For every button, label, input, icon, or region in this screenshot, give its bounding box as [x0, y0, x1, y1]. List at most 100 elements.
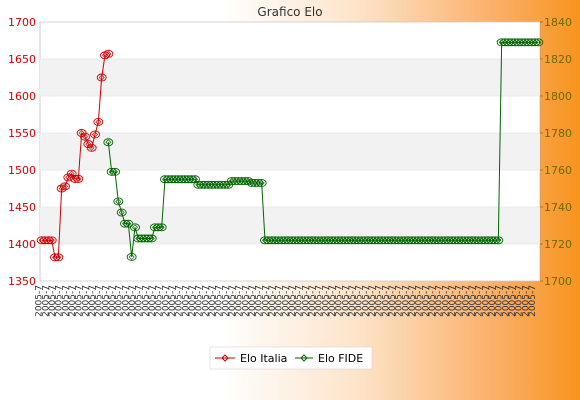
data-point-italia	[60, 182, 70, 191]
data-marker-fide	[115, 198, 122, 205]
x-tick-label: 2005-7	[315, 285, 325, 317]
data-point-fide	[116, 208, 127, 217]
x-tick-label: 2005-7	[408, 285, 418, 317]
x-tick-label: 2005-7	[361, 285, 371, 317]
right-tick-label: 1740	[544, 201, 572, 214]
x-tick-label: 2005-7	[488, 285, 498, 317]
x-tick-label: 2005-7	[355, 285, 365, 317]
data-point-fide	[153, 223, 164, 232]
data-marker-fide	[105, 139, 112, 146]
x-tick-label: 2005-7	[395, 285, 405, 317]
x-tick-label: 2005-7	[368, 285, 378, 317]
data-marker-fide	[125, 220, 132, 227]
data-point-italia	[86, 143, 97, 152]
grid-bands	[40, 59, 540, 244]
x-tick-label: 2005-7	[521, 285, 531, 317]
series-line-fide	[107, 41, 539, 258]
right-tick-label: 1760	[544, 164, 572, 177]
data-point-fide	[113, 197, 124, 206]
series-line-italia	[41, 53, 109, 258]
data-point-fide	[220, 180, 230, 189]
data-point-italia	[80, 132, 90, 141]
x-tick-label: 2005-7	[288, 285, 298, 317]
left-tick-label: 1600	[8, 90, 36, 103]
x-tick-label: 2005-7	[461, 285, 471, 317]
data-point-fide	[130, 223, 140, 232]
data-marker-italia	[65, 174, 72, 181]
data-marker-italia	[55, 254, 62, 261]
x-tick-label: 2005-7	[261, 285, 271, 317]
x-tick-label: 2005-7	[388, 285, 398, 317]
x-tick-label: 2005-7	[188, 285, 198, 317]
data-point-italia	[56, 184, 67, 193]
left-tick-label: 1500	[8, 164, 36, 177]
x-tick-label: 2005-7	[428, 285, 438, 317]
data-point-fide	[243, 177, 254, 186]
x-tick-label: 2005-7	[335, 285, 345, 317]
left-tick-label: 1700	[8, 16, 36, 29]
data-marker-fide	[128, 253, 135, 260]
chart-title: Grafico Elo	[257, 5, 322, 19]
x-tick-label: 2005-7	[148, 285, 158, 317]
data-marker-italia	[82, 133, 88, 140]
x-tick-label: 2005-7	[175, 285, 185, 317]
data-point-italia	[73, 174, 84, 183]
data-marker-italia	[92, 131, 98, 138]
x-tick-label: 2005-7	[501, 285, 511, 317]
data-point-italia	[96, 73, 107, 82]
x-tick-label: 2005-7	[201, 285, 211, 317]
x-tick-label: 2005-7	[128, 285, 138, 317]
right-axis: 1700 1720 1740 1760 1780 1800 1820 1840	[540, 16, 572, 288]
x-tick-label: 2005-7	[141, 285, 151, 317]
data-point-fide	[240, 177, 250, 186]
x-tick-label: 2005-7	[301, 285, 311, 317]
x-tick-label: 2005-7	[88, 285, 98, 317]
x-tick-label: 2005-7	[348, 285, 358, 317]
x-tick-label: 2005-7	[468, 285, 478, 317]
data-point-italia	[43, 236, 54, 245]
x-tick-label: 2005-7	[275, 285, 285, 317]
x-tick-label: 2005-7	[235, 285, 245, 317]
data-marker-fide	[258, 179, 265, 186]
x-tick-label: 2005-7	[268, 285, 278, 317]
data-point-italia	[46, 236, 57, 245]
x-tick-label: 2005-7	[508, 285, 518, 317]
x-tick-label: 2005-7	[528, 285, 538, 317]
x-tick-label: 2005-7	[195, 285, 205, 317]
left-tick-label: 1650	[8, 53, 36, 66]
right-tick-label: 1820	[544, 53, 572, 66]
x-tick-label: 2005-7	[295, 285, 305, 317]
x-tick-label: 2005-7	[135, 285, 145, 317]
x-tick-label: 2005-7	[435, 285, 445, 317]
data-marker-fide	[158, 224, 165, 231]
data-point-fide	[156, 223, 167, 232]
x-tick-label: 2005-7	[421, 285, 431, 317]
data-point-fide	[126, 253, 137, 261]
data-point-italia	[103, 49, 114, 58]
left-axis: 1350 1400 1450 1500 1550 1600 1650 1700	[8, 16, 36, 288]
data-marker-italia	[98, 74, 105, 81]
grid-band	[40, 133, 540, 170]
data-marker-fide	[535, 39, 542, 46]
legend-label-italia: Elo Italia	[240, 352, 287, 365]
x-tick-label: 2005-7	[228, 285, 238, 317]
data-point-fide	[530, 38, 540, 47]
right-tick-label: 1800	[544, 90, 572, 103]
data-marker-italia	[85, 141, 92, 148]
x-tick-label: 2005-7	[108, 285, 118, 317]
data-point-italia	[70, 174, 80, 183]
data-point-fide	[106, 167, 117, 176]
x-tick-label: 2005-7	[155, 285, 165, 317]
data-point-fide	[490, 236, 500, 245]
data-marker-italia	[95, 118, 102, 125]
data-point-fide	[256, 178, 267, 187]
x-tick-label: 2005-7	[375, 285, 385, 317]
data-point-fide	[110, 167, 120, 176]
x-tick-label: 2005-7	[328, 285, 338, 317]
x-tick-label: 2005-7	[321, 285, 331, 317]
data-marker-italia	[88, 144, 95, 151]
data-marker-fide	[225, 181, 232, 188]
data-point-italia	[93, 117, 104, 126]
data-point-fide	[143, 234, 154, 243]
data-point-italia	[90, 130, 100, 139]
